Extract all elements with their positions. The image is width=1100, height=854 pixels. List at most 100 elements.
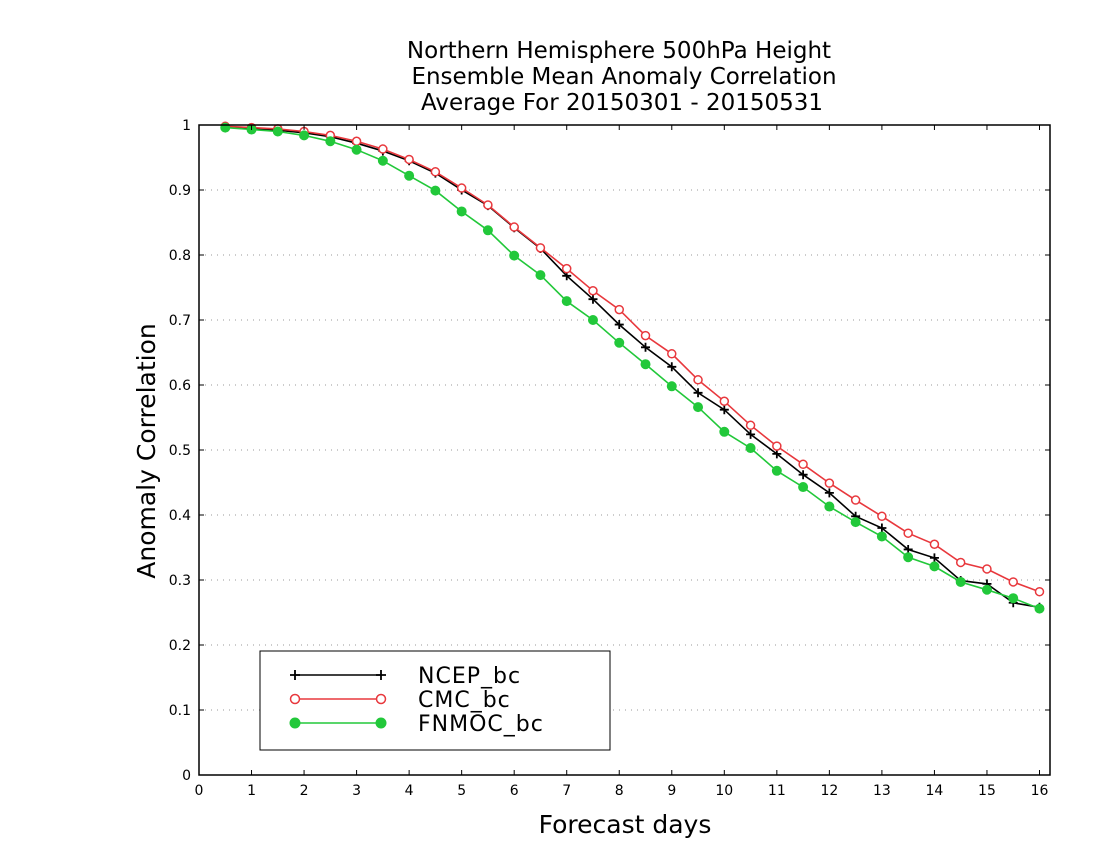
x-tick-label-0: 0: [195, 783, 204, 799]
x-tick-label-13: 13: [873, 783, 891, 799]
point-NCEP_bc-16: [641, 342, 651, 352]
point-CMC_bc-12: [535, 243, 546, 253]
point-FNMOC_bc-7: [404, 170, 415, 181]
point-NCEP_bc-23: [824, 488, 834, 498]
y-tick-label-3: 0.3: [169, 573, 191, 589]
x-tick-label-10: 10: [715, 783, 733, 799]
series-line-NCEP_bc: [225, 126, 1040, 609]
x-tick-label-1: 1: [247, 783, 256, 799]
point-CMC_bc-22: [798, 459, 808, 470]
legend-label-NCEP_bc: NCEP_bc: [418, 664, 521, 689]
y-tick-label-6: 0.6: [169, 378, 191, 394]
legend-marker-FNMOC_bc-1: [375, 717, 387, 729]
y-tick-label-10: 1: [182, 118, 191, 134]
point-NCEP_bc-20: [746, 429, 756, 439]
point-CMC_bc-19: [719, 396, 730, 406]
point-CMC_bc-6: [378, 144, 388, 154]
legend-label-FNMOC_bc: FNMOC_bc: [418, 712, 544, 737]
point-FNMOC_bc-20: [745, 443, 756, 454]
x-tick-label-6: 6: [510, 783, 519, 799]
x-tick-label-7: 7: [562, 783, 571, 799]
point-CMC_bc-26: [903, 528, 913, 538]
axis-ticks: 0 1 2 3 4 5 6 7 8 9 10 11 12 13 14 15 1600.10.20.30.40.5…: [169, 118, 1050, 799]
point-CMC_bc-15: [614, 304, 624, 315]
point-FNMOC_bc-26: [903, 552, 914, 563]
point-CMC_bc-7: [404, 154, 414, 165]
point-NCEP_bc-19: [719, 405, 729, 415]
point-FNMOC_bc-5: [351, 144, 362, 155]
x-tick-label-8: 8: [615, 783, 624, 799]
point-FNMOC_bc-22: [798, 482, 809, 493]
point-FNMOC_bc-17: [666, 381, 677, 392]
x-tick-label-16: 16: [1031, 783, 1049, 799]
point-FNMOC_bc-23: [824, 501, 835, 512]
point-FNMOC_bc-6: [377, 155, 388, 166]
x-tick-label-4: 4: [405, 783, 414, 799]
x-tick-label-5: 5: [457, 783, 466, 799]
point-FNMOC_bc-3: [299, 130, 310, 141]
point-CMC_bc-24: [850, 495, 861, 505]
point-FNMOC_bc-15: [614, 337, 625, 348]
point-CMC_bc-18: [693, 375, 703, 385]
y-tick-label-7: 0.7: [169, 313, 191, 329]
point-FNMOC_bc-25: [876, 531, 887, 542]
point-CMC_bc-8: [430, 167, 441, 177]
point-FNMOC_bc-21: [771, 465, 782, 476]
legend-marker-NCEP_bc-0: [290, 670, 300, 680]
point-NCEP_bc-15: [614, 320, 624, 330]
point-CMC_bc-10: [483, 200, 493, 210]
point-FNMOC_bc-28: [955, 576, 966, 587]
point-CMC_bc-9: [456, 183, 467, 193]
x-tick-label-12: 12: [820, 783, 838, 799]
y-tick-label-2: 0.2: [169, 638, 191, 654]
point-CMC_bc-30: [1008, 577, 1018, 587]
point-FNMOC_bc-12: [535, 270, 546, 281]
point-FNMOC_bc-13: [561, 296, 572, 307]
x-tick-label-2: 2: [300, 783, 309, 799]
point-NCEP_bc-18: [693, 388, 703, 398]
x-tick-label-15: 15: [978, 783, 996, 799]
legend-marker-CMC_bc-0: [289, 693, 301, 705]
y-tick-label-5: 0.5: [169, 443, 191, 459]
point-CMC_bc-5: [351, 136, 362, 146]
x-tick-label-3: 3: [352, 783, 361, 799]
chart-title-line-1: Northern Hemisphere 500hPa Height: [407, 38, 831, 64]
point-FNMOC_bc-29: [981, 584, 992, 595]
y-tick-label-9: 0.9: [169, 183, 191, 199]
point-FNMOC_bc-16: [640, 359, 651, 370]
point-NCEP_bc-25: [877, 523, 887, 533]
point-NCEP_bc-27: [929, 553, 939, 563]
x-tick-label-9: 9: [667, 783, 676, 799]
point-CMC_bc-16: [640, 330, 651, 341]
point-FNMOC_bc-24: [850, 517, 861, 528]
point-CMC_bc-29: [982, 564, 992, 574]
chart-title: Northern Hemisphere 500hPa Height Ensemb…: [407, 38, 837, 116]
point-FNMOC_bc-8: [430, 185, 441, 196]
point-FNMOC_bc-4: [325, 136, 336, 147]
y-tick-label-0: 0: [182, 768, 191, 784]
point-CMC_bc-20: [745, 420, 756, 431]
y-tick-label-1: 0.1: [169, 703, 191, 719]
legend-marker-CMC_bc-1: [375, 693, 387, 705]
legend-box: [259, 650, 611, 751]
point-CMC_bc-13: [561, 263, 572, 274]
legend-marker-FNMOC_bc-0: [289, 717, 301, 729]
point-FNMOC_bc-19: [719, 426, 730, 437]
point-FNMOC_bc-31: [1034, 603, 1045, 614]
point-CMC_bc-31: [1034, 586, 1045, 597]
point-FNMOC_bc-9: [456, 206, 467, 217]
point-FNMOC_bc-30: [1008, 593, 1019, 604]
point-FNMOC_bc-10: [482, 225, 493, 236]
x-tick-label-14: 14: [926, 783, 944, 799]
point-CMC_bc-27: [929, 539, 940, 549]
gridlines: [199, 189, 1050, 711]
chart-title-line-2: Ensemble Mean Anomaly Correlation: [411, 64, 836, 90]
point-FNMOC_bc-11: [509, 250, 520, 261]
point-NCEP_bc-17: [667, 362, 677, 372]
point-FNMOC_bc-27: [929, 561, 940, 572]
series-line-CMC_bc: [225, 125, 1040, 593]
y-tick-label-8: 0.8: [169, 248, 191, 264]
point-CMC_bc-23: [824, 478, 835, 488]
